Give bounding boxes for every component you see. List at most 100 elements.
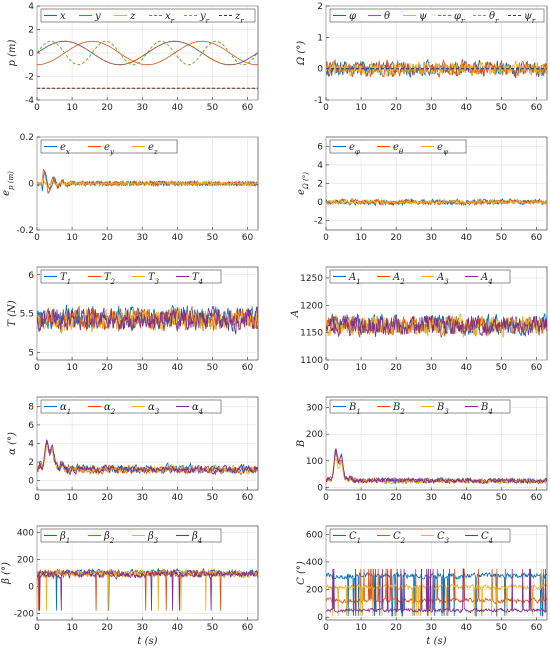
x-tick-label: 0 [34, 103, 40, 113]
legend: x y z xr yr zr [40, 8, 256, 25]
y-tick-label: 6 [317, 142, 323, 152]
x-tick-label: 20 [390, 493, 402, 503]
x-tick-label: 30 [426, 233, 438, 243]
legend-entry: C2 [393, 531, 406, 545]
x-tick-label: 50 [207, 363, 219, 373]
y-tick-label: 0 [317, 198, 323, 208]
x-tick-label: 0 [323, 363, 329, 373]
x-tick-label: 60 [531, 363, 543, 373]
y-tick-label: 8 [28, 402, 34, 412]
x-tick-label: 0 [34, 363, 40, 373]
legend: ex ey ez [40, 139, 178, 156]
x-tick-label: 10 [355, 233, 367, 243]
x-tick-label: 30 [137, 493, 149, 503]
series-line-A4 [326, 313, 547, 337]
legend-entry: ex [60, 142, 70, 156]
series-line-C1 [326, 571, 547, 617]
x-axis-label: t (s) [137, 636, 157, 647]
series-group [37, 304, 258, 335]
y-axis-label: β (°) [1, 562, 12, 585]
x-tick-label: 20 [390, 363, 402, 373]
x-tick-label: 20 [390, 233, 402, 243]
panel-position: 0 10 20 30 40 50 60 -4 -2 0 2 4 x y z xr yr zr p (m) [7, 2, 259, 113]
legend-entry: φr [454, 11, 465, 25]
legend-entry: α4 [192, 402, 203, 416]
x-tick-label: 10 [355, 103, 367, 113]
series-line-ez [37, 177, 258, 189]
series-group [326, 313, 547, 339]
x-tick-label: 40 [461, 493, 473, 503]
panel-A-signal: 0 10 20 30 40 50 60 1100 1150 1200 1250 A1 A2 A3 A4 A [290, 266, 548, 373]
x-tick-label: 0 [323, 623, 329, 633]
x-tick-label: 30 [137, 103, 149, 113]
x-tick-label: 30 [426, 623, 438, 633]
series-line-y [37, 40, 258, 66]
y-axis-label: ep (m) [1, 171, 15, 196]
legend-entry: eφ [349, 142, 360, 156]
x-tick-label: 0 [323, 493, 329, 503]
y-tick-label: -2 [314, 217, 323, 227]
x-tick-label: 60 [242, 103, 254, 113]
series-group [326, 197, 547, 207]
x-tick-label: 40 [172, 623, 184, 633]
x-tick-label: 10 [355, 363, 367, 373]
series-line-yr [37, 40, 258, 66]
legend-entry: xr [165, 11, 175, 25]
legend-entry: y [94, 11, 101, 22]
x-tick-label: 40 [172, 363, 184, 373]
x-tick-label: 40 [461, 623, 473, 633]
x-axis-label: t (s) [426, 636, 446, 647]
series-group [37, 40, 258, 89]
x-tick-label: 50 [207, 233, 219, 243]
x-tick-label: 20 [101, 233, 113, 243]
legend-entry: α3 [148, 402, 160, 416]
x-tick-label: 60 [531, 103, 543, 113]
legend-entry: θ [384, 11, 390, 22]
legend-entry: φ [349, 11, 356, 22]
x-tick-label: 60 [531, 493, 543, 503]
x-tick-label: 30 [137, 363, 149, 373]
series-group [326, 58, 547, 79]
legend-entry: C1 [349, 531, 361, 545]
legend: eφ eθ eψ [329, 139, 467, 156]
y-tick-label: 6 [28, 271, 34, 281]
legend-entry: A3 [436, 272, 449, 286]
x-tick-label: 50 [496, 623, 508, 633]
legend-entry: ψr [524, 11, 536, 25]
series-line-e [326, 198, 547, 207]
legend-entry: T4 [192, 272, 203, 286]
legend-box [329, 399, 511, 414]
legend-entry: ez [148, 142, 158, 156]
y-tick-label: 0 [28, 49, 34, 59]
legend-entry: T3 [148, 272, 160, 286]
x-tick-label: 40 [172, 493, 184, 503]
y-axis-label: B [296, 440, 307, 448]
legend-box [40, 528, 222, 543]
y-tick-label: 300 [306, 404, 323, 414]
y-tick-label: -200 [14, 609, 35, 619]
legend-entry: β3 [147, 531, 159, 545]
legend: β1 β2 β3 β4 [40, 528, 222, 545]
x-tick-label: 50 [496, 493, 508, 503]
series-line- [326, 60, 547, 77]
legend-box [329, 528, 511, 543]
x-tick-label: 40 [172, 103, 184, 113]
x-tick-label: 50 [496, 363, 508, 373]
x-tick-label: 10 [66, 623, 78, 633]
x-tick-label: 60 [242, 493, 254, 503]
y-tick-label: 1250 [300, 274, 323, 284]
x-tick-label: 0 [34, 623, 40, 633]
y-tick-label: 4 [28, 440, 34, 450]
series-line-xr [37, 40, 258, 66]
y-tick-label: 5.5 [20, 310, 34, 320]
legend: C1 C2 C3 C4 [329, 528, 511, 545]
series-line-e [326, 198, 547, 206]
y-tick-label: 400 [306, 558, 323, 568]
panel-beta: 0 10 20 30 40 50 60 -200 0 200 400 β1 β2 β3 β4 β (°) t (… [1, 525, 259, 647]
x-tick-label: 60 [242, 363, 254, 373]
y-tick-label: 0.2 [20, 133, 34, 143]
series-line-4 [37, 438, 258, 476]
